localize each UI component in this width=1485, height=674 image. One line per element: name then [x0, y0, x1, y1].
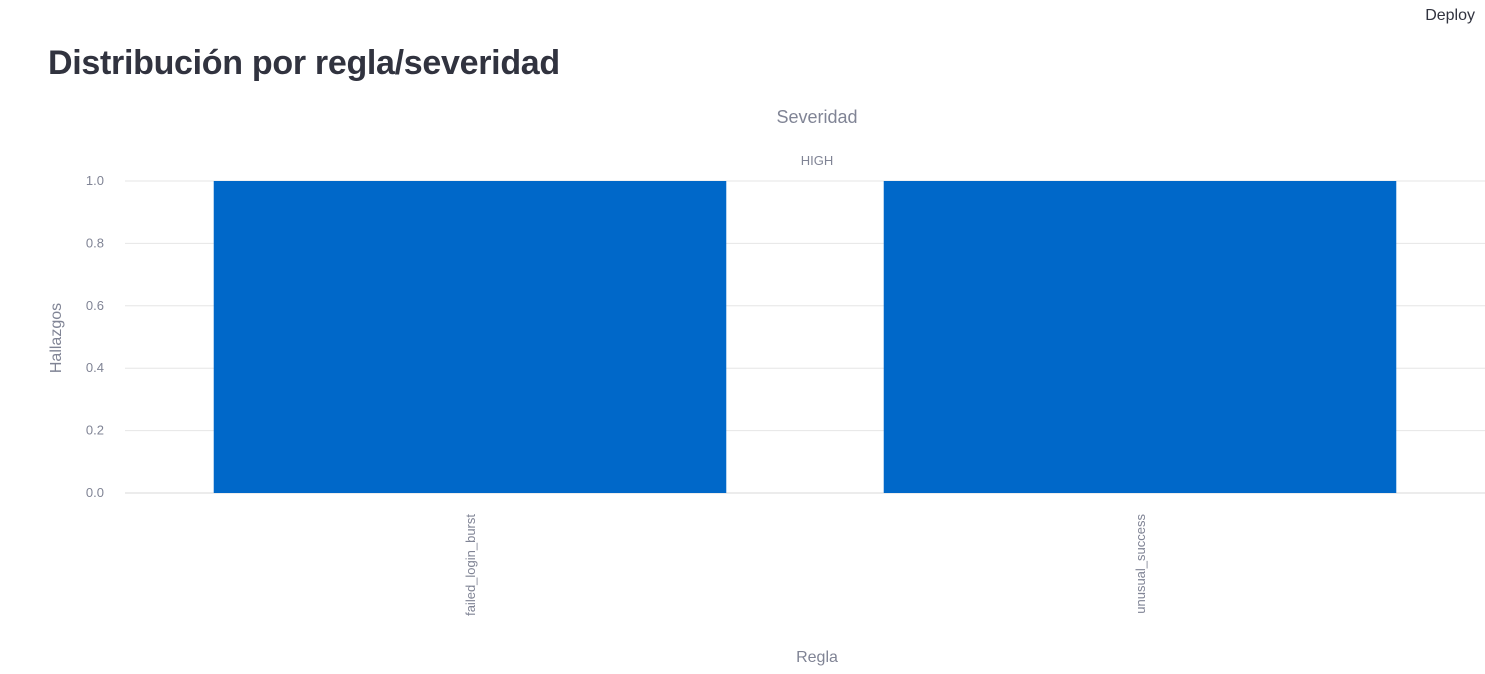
- x-axis-title: Regla: [796, 649, 838, 666]
- y-tick-label: 0.8: [86, 235, 104, 250]
- x-tick-label: unusual_success: [1133, 514, 1148, 614]
- x-tick-labels: failed_login_burst unusual_success: [463, 514, 1148, 616]
- y-tick-label: 0.2: [86, 423, 104, 438]
- bars: [213, 181, 1397, 493]
- deploy-button[interactable]: Deploy: [1425, 5, 1475, 27]
- y-tick-label: 0.6: [86, 298, 104, 313]
- y-tick-label: 0.4: [86, 360, 104, 375]
- y-tick-label: 0.0: [86, 485, 104, 500]
- y-tick-label: 1.0: [86, 173, 104, 188]
- y-tick-labels: 0.0 0.2 0.4 0.6 0.8 1.0: [86, 173, 104, 500]
- legend-title: Severidad: [776, 107, 857, 127]
- bar-unusual-success[interactable]: [883, 181, 1397, 493]
- x-tick-label: failed_login_burst: [463, 514, 478, 616]
- page-title: Distribución por regla/severidad: [48, 44, 560, 82]
- y-axis-title: Hallazgos: [48, 303, 65, 373]
- bar-failed-login-burst[interactable]: [213, 181, 727, 493]
- facet-label: HIGH: [801, 153, 834, 168]
